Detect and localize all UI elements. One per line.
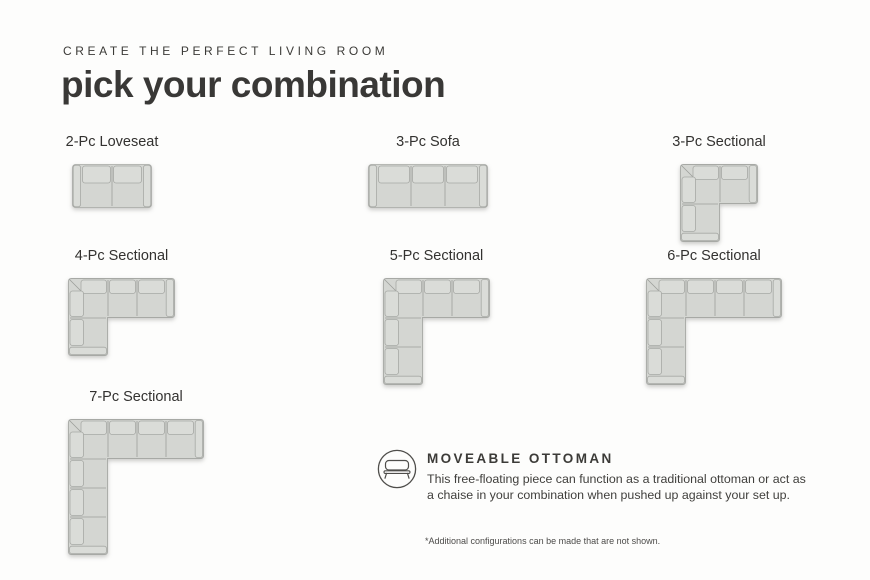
combo-4pc-sectional: 4-Pc Sectional: [68, 247, 175, 356]
combo-7pc-sectional: 7-Pc Sectional: [68, 388, 204, 555]
combo-3pc-sectional: 3-Pc Sectional: [672, 133, 766, 242]
ottoman-text-block: MOVEABLE OTTOMAN This free-floating piec…: [427, 449, 806, 503]
combo-label: 3-Pc Sofa: [396, 134, 460, 150]
combo-3pc-sofa: 3-Pc Sofa: [368, 133, 488, 208]
ottoman-description-line: This free-floating piece can function as…: [427, 472, 806, 486]
combo-label: 3-Pc Sectional: [672, 134, 766, 150]
ottoman-description: This free-floating piece can function as…: [427, 472, 806, 503]
sectional-top-view-icon: [383, 278, 490, 385]
loveseat-top-view-icon: [72, 164, 152, 208]
combo-label: 7-Pc Sectional: [89, 389, 183, 405]
combo-2pc-loveseat: 2-Pc Loveseat: [66, 133, 158, 208]
combo-5pc-sectional: 5-Pc Sectional: [383, 247, 490, 385]
ottoman-icon: [377, 449, 417, 489]
page-title: pick your combination: [61, 64, 446, 105]
combo-label: 2-Pc Loveseat: [65, 134, 159, 150]
ottoman-info-section: MOVEABLE OTTOMAN This free-floating piec…: [377, 449, 806, 503]
eyebrow-text: CREATE THE PERFECT LIVING ROOM: [63, 44, 389, 58]
ottoman-heading: MOVEABLE OTTOMAN: [427, 451, 614, 466]
sectional-top-view-icon: [646, 278, 782, 385]
footnote-text: *Additional configurations can be made t…: [425, 536, 661, 546]
combo-label: 4-Pc Sectional: [74, 248, 169, 264]
sectional-top-view-icon: [680, 164, 758, 242]
combo-label: 6-Pc Sectional: [667, 248, 761, 264]
sofa-top-view-icon: [368, 164, 488, 208]
sectional-top-view-icon: [68, 278, 175, 356]
ottoman-description-line: a chaise in your combination when pushed…: [427, 487, 791, 502]
combo-6pc-sectional: 6-Pc Sectional: [646, 247, 782, 385]
sectional-top-view-icon: [68, 419, 204, 555]
combo-label: 5-Pc Sectional: [389, 248, 484, 264]
